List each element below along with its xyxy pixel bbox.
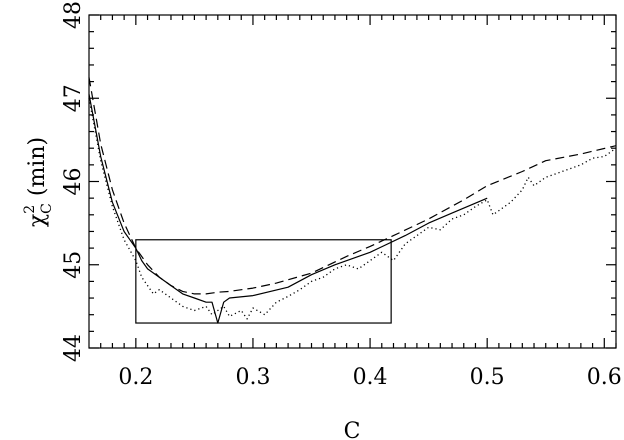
x-tick-label: 0.5 <box>470 365 505 390</box>
plot-frame <box>88 14 617 349</box>
series-layer <box>88 77 617 324</box>
y-axis-label: χ2C (min) <box>22 137 55 227</box>
x-tick-label: 0.6 <box>587 365 622 390</box>
x-tick-labels: 0.2 0.3 0.4 0.5 0.6 <box>118 365 621 390</box>
x-tick-label: 0.4 <box>353 365 388 390</box>
series-line-dotted <box>88 98 617 320</box>
highlight-box <box>135 239 392 324</box>
x-tick-label: 0.3 <box>235 365 270 390</box>
y-tick-labels: 44 45 46 47 48 <box>61 1 86 362</box>
y-axis-label-sup: 2 <box>22 205 38 214</box>
x-axis-label: C <box>344 419 361 440</box>
svg-text:χ2C (min): χ2C (min) <box>22 137 55 227</box>
y-axis-label-main: χ <box>25 214 50 227</box>
x-tick-label: 0.2 <box>118 365 153 390</box>
y-tick-label: 44 <box>61 334 86 362</box>
series-line-solid <box>88 93 488 324</box>
y-tick-label: 47 <box>61 84 86 112</box>
y-axis-label-rest: (min) <box>25 137 50 203</box>
y-tick-label: 45 <box>61 251 86 279</box>
y-tick-label: 46 <box>61 168 86 196</box>
annotation-layer <box>135 239 392 324</box>
y-tick-label: 48 <box>61 1 86 29</box>
y-axis-label-sub: C <box>39 203 55 214</box>
series-line-dashed <box>88 77 617 295</box>
tick-marks <box>89 14 617 349</box>
